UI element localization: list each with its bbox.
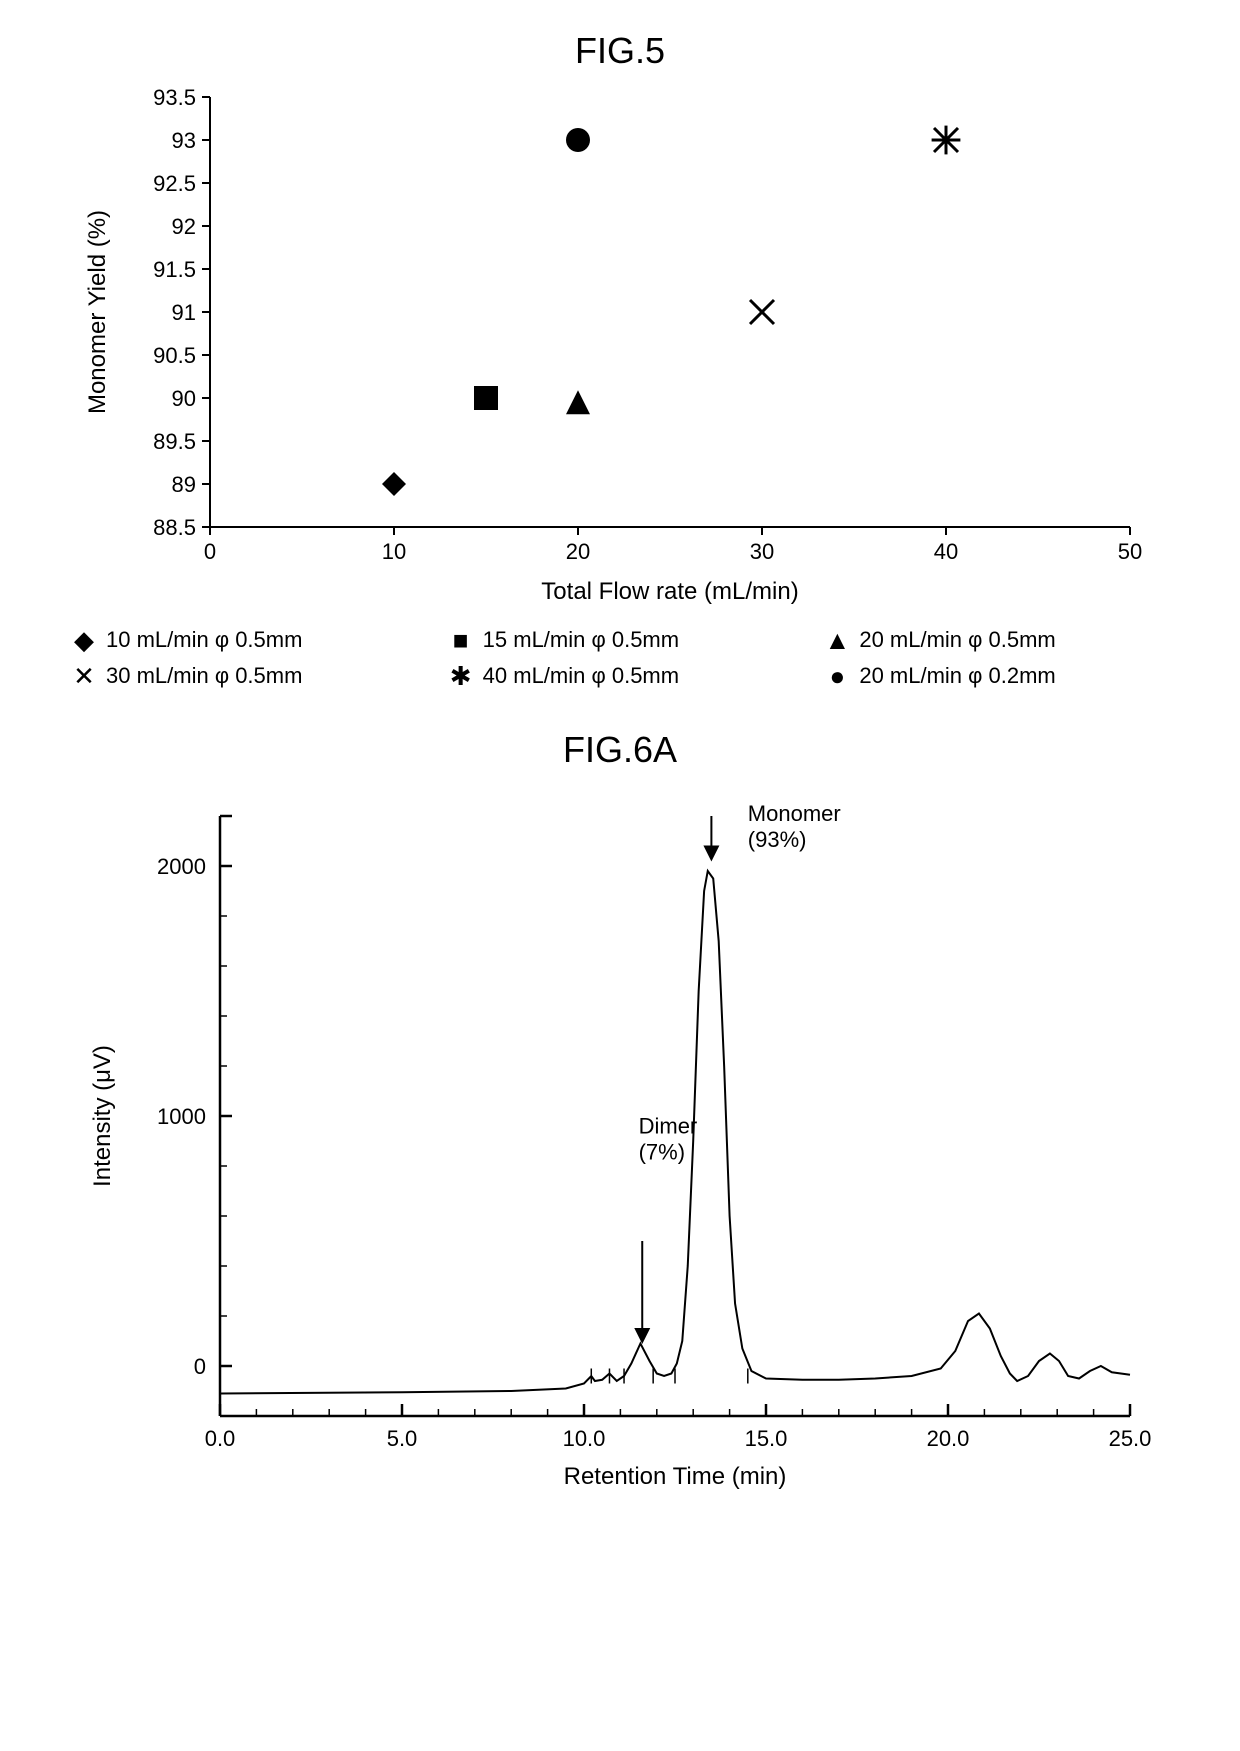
fig5-legend-label: 40 mL/min φ 0.5mm <box>483 663 679 689</box>
svg-text:2000: 2000 <box>157 854 206 879</box>
svg-text:93.5: 93.5 <box>153 85 196 110</box>
fig5-legend-label: 20 mL/min φ 0.5mm <box>859 627 1055 653</box>
svg-text:(93%): (93%) <box>748 827 807 852</box>
fig5-title: FIG.5 <box>20 30 1220 72</box>
fig5-legend-label: 30 mL/min φ 0.5mm <box>106 663 302 689</box>
triangle-icon: ▲ <box>823 627 851 653</box>
svg-text:91: 91 <box>172 300 196 325</box>
fig5-legend: ◆ 10 mL/min φ 0.5mm ■ 15 mL/min φ 0.5mm ▲ 20 … <box>20 617 1220 719</box>
fig5-legend-item: ✱ 40 mL/min φ 0.5mm <box>447 663 794 689</box>
svg-text:Monomer Yield (%): Monomer Yield (%) <box>84 210 111 414</box>
svg-text:Retention Time (min): Retention Time (min) <box>564 1463 787 1490</box>
svg-text:89.5: 89.5 <box>153 429 196 454</box>
fig5-legend-item: ▲ 20 mL/min φ 0.5mm <box>823 627 1170 653</box>
svg-text:50: 50 <box>1118 539 1142 564</box>
fig5-legend-label: 10 mL/min φ 0.5mm <box>106 627 302 653</box>
svg-text:5.0: 5.0 <box>387 1426 418 1451</box>
svg-text:89: 89 <box>172 472 196 497</box>
svg-text:90.5: 90.5 <box>153 343 196 368</box>
svg-text:40: 40 <box>934 539 958 564</box>
fig5-legend-item: ■ 15 mL/min φ 0.5mm <box>447 627 794 653</box>
asterisk-icon: ✱ <box>447 663 475 689</box>
circle-icon: ● <box>823 663 851 689</box>
svg-text:93: 93 <box>172 128 196 153</box>
diamond-icon: ◆ <box>70 627 98 653</box>
svg-text:88.5: 88.5 <box>153 515 196 540</box>
svg-text:Intensity (μV): Intensity (μV) <box>89 1045 116 1187</box>
svg-text:92.5: 92.5 <box>153 171 196 196</box>
svg-text:Monomer: Monomer <box>748 801 841 826</box>
svg-text:0: 0 <box>194 1354 206 1379</box>
svg-text:91.5: 91.5 <box>153 257 196 282</box>
svg-text:20.0: 20.0 <box>927 1426 970 1451</box>
svg-text:1000: 1000 <box>157 1104 206 1129</box>
fig5-legend-item: ◆ 10 mL/min φ 0.5mm <box>70 627 417 653</box>
svg-text:20: 20 <box>566 539 590 564</box>
svg-text:90: 90 <box>172 386 196 411</box>
svg-text:30: 30 <box>750 539 774 564</box>
fig5-scatter-chart: 0 10 20 30 40 50 88.5 89 89.5 90 90.5 91 91.5 92 92.5 9… <box>70 77 1170 617</box>
fig5-legend-label: 15 mL/min φ 0.5mm <box>483 627 679 653</box>
svg-text:(7%): (7%) <box>639 1140 685 1165</box>
fig5-legend-label: 20 mL/min φ 0.2mm <box>859 663 1055 689</box>
svg-text:0.0: 0.0 <box>205 1426 236 1451</box>
svg-text:15.0: 15.0 <box>745 1426 788 1451</box>
svg-text:10: 10 <box>382 539 406 564</box>
x-icon: ✕ <box>70 663 98 689</box>
svg-text:0: 0 <box>204 539 216 564</box>
fig5-legend-item: ✕ 30 mL/min φ 0.5mm <box>70 663 417 689</box>
svg-text:10.0: 10.0 <box>563 1426 606 1451</box>
svg-text:Dimer: Dimer <box>639 1114 698 1139</box>
svg-text:92: 92 <box>172 214 196 239</box>
square-icon: ■ <box>447 627 475 653</box>
fig6a-chromatogram-chart: 0.0 5.0 10.0 15.0 20.0 25.0 0 1000 2000 Retention… <box>70 776 1170 1496</box>
fig5-legend-item: ● 20 mL/min φ 0.2mm <box>823 663 1170 689</box>
fig6a-title: FIG.6A <box>20 729 1220 771</box>
svg-text:25.0: 25.0 <box>1109 1426 1152 1451</box>
svg-text:Total Flow rate (mL/min): Total Flow rate (mL/min) <box>541 578 798 605</box>
